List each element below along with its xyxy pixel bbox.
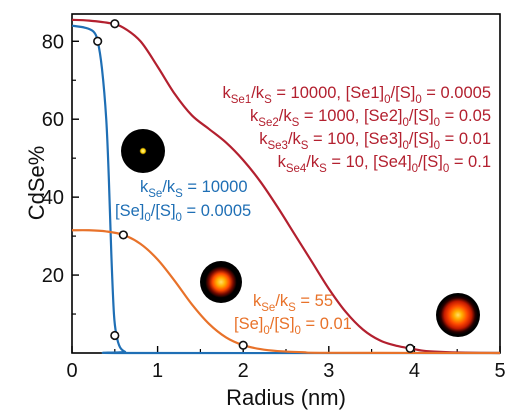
x-tick-label: 4 [409,360,420,382]
blue-annotation-line: [Se]0/[S]0 = 0.0005 [115,202,251,224]
data-marker-orange [238,340,248,350]
y-tick-label: 40 [42,187,64,209]
red-annotation-line: kSe3/kS = 100, [Se3]0/[S]0 = 0.01 [259,130,491,152]
data-marker-red [110,19,120,29]
x-tick-label: 3 [323,360,334,382]
red-annotation-line: kSe4/kS = 10, [Se4]0/[S]0 = 0.1 [278,153,491,175]
axis-ticks: 0 1 2 3 4 5 20 40 60 80 [42,31,506,382]
nanocrystal-red-icon [436,293,480,337]
data-marker-blue [93,36,103,46]
x-tick-label: 0 [66,360,77,382]
data-marker-red [405,343,415,353]
x-axis-label: Radius (nm) [226,385,346,410]
red-annotation: kSe1/kS = 10000, [Se1]0/[S]0 = 0.0005kSe… [223,84,492,175]
x-tick-label: 1 [152,360,163,382]
series-line-blue [71,24,501,355]
orange-annotation-line: [Se]0/[S]0 = 0.01 [234,315,352,337]
red-annotation-line: kSe2/kS = 1000, [Se2]0/[S]0 = 0.05 [250,107,491,129]
x-tick-label: 2 [238,360,249,382]
data-marker-blue [110,330,120,341]
x-tick-label: 5 [494,360,505,382]
y-tick-label: 20 [42,265,64,287]
orange-annotation: kSe/kS = 55[Se]0/[S]0 = 0.01 [234,292,352,337]
y-axis-label: CdSe% [24,146,49,221]
series-line-orange [71,229,501,355]
y-tick-label: 60 [42,109,64,131]
nanocrystal-orange-icon [200,261,242,303]
y-tick-label: 80 [42,31,64,53]
marker-layer [93,19,415,353]
orange-annotation-line: kSe/kS = 55 [253,292,333,314]
red-annotation-line: kSe1/kS = 10000, [Se1]0/[S]0 = 0.0005 [223,84,492,106]
blue-annotation: kSe/kS = 10000[Se]0/[S]0 = 0.0005 [115,178,251,224]
nanocrystal-blue-icon [121,129,165,173]
data-marker-orange [118,230,128,240]
blue-annotation-line: kSe/kS = 10000 [140,178,248,200]
